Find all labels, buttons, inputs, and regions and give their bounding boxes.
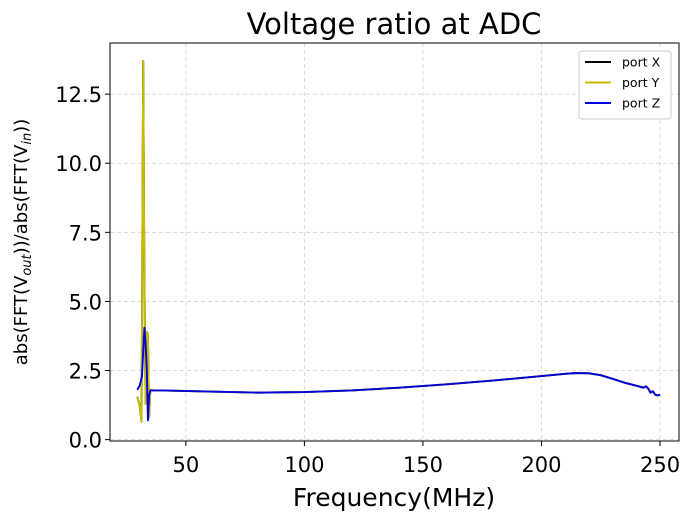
grid [110, 43, 679, 441]
y-tick-label: 0.0 [69, 429, 102, 453]
legend-label: port X [622, 55, 661, 70]
x-tick-label: 250 [640, 453, 680, 477]
legend: port X port Y port Z [578, 50, 672, 120]
series-layer [136, 60, 661, 423]
legend-label: port Y [622, 75, 660, 90]
y-tick-label: 2.5 [69, 360, 102, 384]
x-tick-label: 200 [521, 453, 561, 477]
x-axis-label: Frequency(MHz) [293, 483, 495, 512]
y-tick-label: 10.0 [55, 152, 102, 176]
x-tick-label: 100 [284, 453, 324, 477]
x-ticks: 50 100 150 200 250 [172, 441, 680, 477]
plot-frame [109, 42, 680, 442]
legend-label: port Z [622, 96, 660, 111]
y-tick-label: 7.5 [69, 221, 102, 245]
series-line-port-z [136, 326, 661, 422]
x-tick-label: 50 [172, 453, 199, 477]
y-tick-label: 12.5 [55, 83, 102, 107]
x-tick-label: 150 [403, 453, 443, 477]
legend-items: port X port Y port Z [585, 55, 661, 111]
y-axis-label: abs(FFT(Vout))/abs(FFT(Vin)) [11, 119, 35, 365]
legend-box [578, 50, 672, 120]
y-ticks: 0.0 2.5 5.0 7.5 10.0 12.5 [55, 83, 110, 453]
y-tick-label: 5.0 [69, 290, 102, 314]
chart-title: Voltage ratio at ADC [247, 7, 542, 41]
